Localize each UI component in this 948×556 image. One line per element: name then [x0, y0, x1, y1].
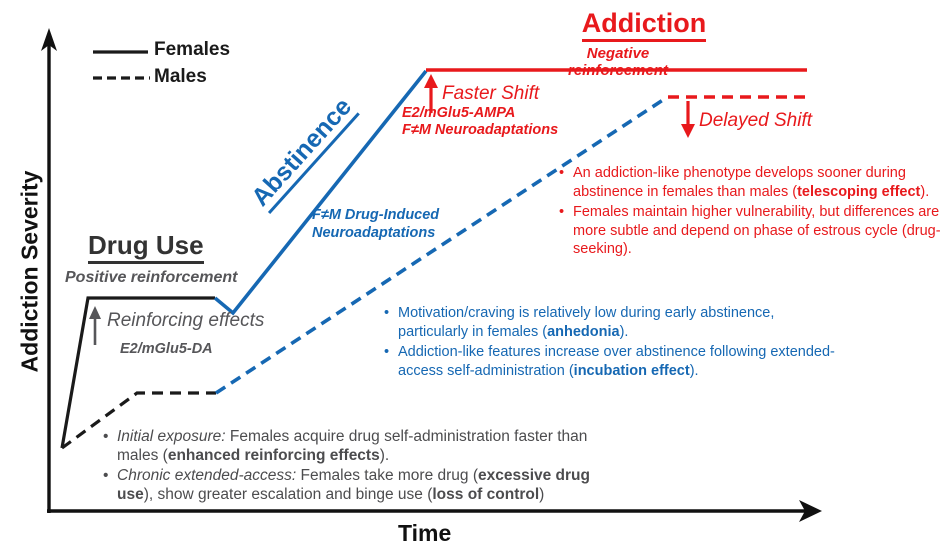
list-item: Motivation/craving is relatively low dur…	[383, 304, 837, 342]
reinforcing-effects-label: Reinforcing effects	[107, 310, 265, 331]
faster-shift-label: Faster Shift	[442, 83, 540, 104]
list-item: Females maintain higher vulnerability, b…	[558, 203, 944, 260]
x-axis-label: Time	[398, 520, 452, 546]
x-axis-arrowhead-icon	[799, 500, 822, 522]
legend-label-males: Males	[154, 66, 207, 87]
addiction-notes-list: An addiction-like phenotype develops soo…	[558, 164, 944, 260]
druguse-phase-title: Drug Use	[88, 230, 204, 264]
y-axis-arrowhead-icon	[41, 28, 57, 51]
druguse-notes-list: Initial exposure: Females acquire drug s…	[102, 427, 610, 505]
female-abstinence-line	[213, 69, 428, 316]
positive-reinforcement-label: Positive reinforcement	[65, 269, 238, 286]
abstinence-mechanism-label: F≠M Drug-Induced Neuroadaptations	[312, 207, 440, 242]
addiction-mechanism-line2: F≠M Neuroadaptations	[402, 122, 559, 138]
addiction-phase-title: Addiction	[560, 8, 728, 42]
addiction-mechanism-line1: E2/mGlu5-AMPA	[402, 105, 516, 121]
druguse-mechanism-label: E2/mGlu5-DA	[120, 341, 213, 357]
delayed-shift-label: Delayed Shift	[699, 110, 813, 131]
negative-reinforcement-label: Negative reinforcement	[567, 45, 669, 79]
list-item: Chronic extended-access: Females take mo…	[102, 466, 610, 504]
reinforcing-effects-arrowhead-icon	[89, 306, 101, 319]
abstinence-notes-list: Motivation/craving is relatively low dur…	[383, 304, 837, 381]
faster-shift-arrowhead-icon	[424, 74, 438, 88]
delayed-shift-arrowhead-icon	[681, 124, 695, 138]
legend-label-females: Females	[154, 39, 231, 60]
list-item: An addiction-like phenotype develops soo…	[558, 164, 944, 202]
male-druguse-line	[61, 391, 216, 450]
list-item: Addiction-like features increase over ab…	[383, 343, 837, 381]
y-axis-label: Addiction Severity	[16, 170, 43, 373]
list-item: Initial exposure: Females acquire drug s…	[102, 427, 610, 465]
female-druguse-line	[60, 296, 215, 449]
